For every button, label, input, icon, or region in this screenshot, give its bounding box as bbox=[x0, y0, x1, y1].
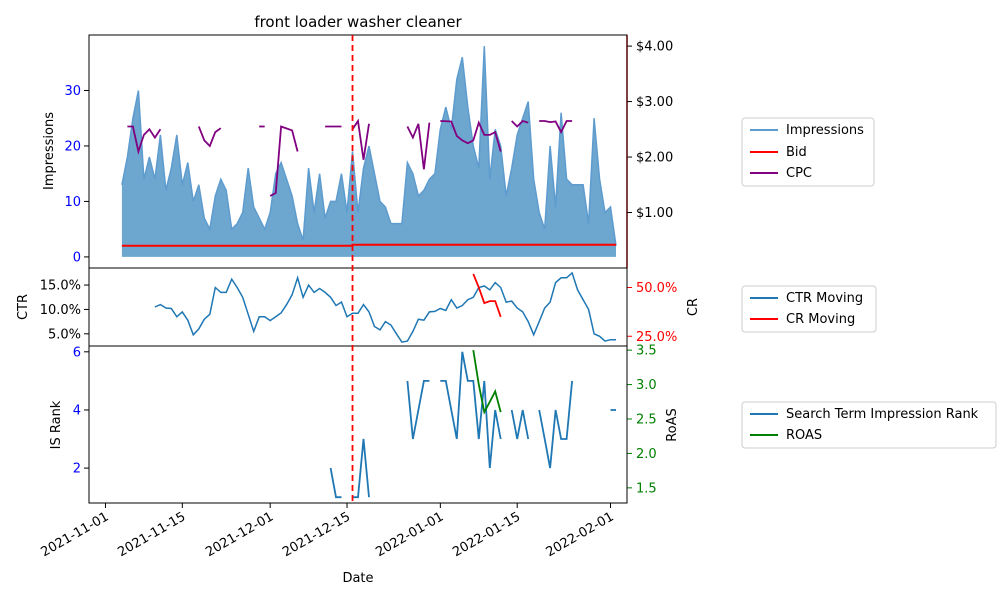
impressions-axis-label: Impressions bbox=[42, 112, 57, 190]
roas-tick-label-0: 1.5 bbox=[636, 481, 657, 496]
legend-cr-label: CR Moving bbox=[786, 312, 855, 327]
roas-line bbox=[472, 349, 502, 415]
impressions-line bbox=[121, 46, 617, 246]
bid-line bbox=[121, 243, 616, 247]
impressions-tick-label-1: 10 bbox=[64, 195, 81, 210]
date-tick-label-0: 2021-11-01 bbox=[39, 509, 112, 560]
legend-cpc-label: CPC bbox=[786, 166, 812, 181]
cr-axis-label: CR bbox=[686, 298, 701, 316]
roas-tick-label-1: 2.0 bbox=[636, 447, 657, 462]
cpc-axis-ticks: $1.00 $2.00 $3.00 $4.00 bbox=[626, 35, 673, 268]
ctr-tick-label-0: 5.0% bbox=[48, 327, 81, 342]
ctr-axis-ticks: 5.0% 10.0% 15.0% bbox=[40, 279, 89, 342]
date-tick-label-5: 2022-01-15 bbox=[450, 509, 523, 560]
cr-tick-label-0: 25.0% bbox=[636, 330, 677, 345]
rank-line-segment-2 bbox=[406, 380, 430, 440]
date-tick-label-6: 2022-02-01 bbox=[544, 509, 617, 560]
top-series-lines bbox=[121, 118, 616, 247]
rank-tick-label-2: 6 bbox=[73, 345, 81, 360]
roas-tick-label-4: 3.5 bbox=[636, 344, 657, 359]
ctr-tick-label-1: 10.0% bbox=[40, 303, 81, 318]
panel-bottom: 2 4 6 1.5 2.0 2.5 3.0 3.5 IS Rank RoAS bbox=[49, 344, 680, 504]
cr-tick-label-1: 50.0% bbox=[636, 281, 677, 296]
cr-line bbox=[472, 273, 502, 318]
legend-rank-label: Search Term Impression Rank bbox=[786, 407, 979, 422]
rank-line-segment-0 bbox=[329, 467, 342, 499]
cpc-line-segment-5 bbox=[351, 118, 370, 160]
rank-axis-ticks: 2 4 6 bbox=[73, 345, 89, 477]
cpc-tick-label-2: $3.00 bbox=[636, 95, 673, 110]
roas-axis-label: RoAS bbox=[665, 408, 680, 442]
panel-middle: 5.0% 10.0% 15.0% 25.0% 50.0% CTR CR bbox=[16, 267, 701, 347]
bottom-panel-frame bbox=[88, 345, 628, 504]
impressions-tick-label-2: 20 bbox=[64, 139, 81, 154]
cr-axis-ticks: 25.0% 50.0% bbox=[627, 281, 677, 345]
chart-title: front loader washer cleaner bbox=[254, 13, 462, 31]
cpc-line-segment-3 bbox=[269, 125, 299, 197]
cpc-tick-label-1: $2.00 bbox=[636, 151, 673, 166]
date-tick-label-1: 2021-11-15 bbox=[115, 509, 188, 560]
legend-bottom: Search Term Impression Rank ROAS bbox=[741, 401, 997, 449]
cpc-line-segment-8 bbox=[511, 119, 529, 128]
impressions-tick-label-3: 30 bbox=[64, 84, 81, 99]
rank-line-segment-1 bbox=[352, 438, 370, 499]
impressions-axis-ticks: 0 10 20 30 bbox=[64, 84, 89, 265]
rank-axis-label: IS Rank bbox=[49, 400, 64, 449]
cpc-tick-label-0: $1.00 bbox=[636, 206, 673, 221]
roas-tick-label-2: 2.5 bbox=[636, 412, 657, 427]
legend-top: Impressions Bid CPC bbox=[741, 117, 875, 187]
legend-top-box bbox=[741, 117, 875, 187]
date-axis-label: Date bbox=[342, 571, 373, 586]
cpc-line-segment-1 bbox=[197, 126, 222, 148]
bottom-series-lines bbox=[329, 349, 616, 499]
panel-top: 0 10 20 30 $1.00 $2.00 $3.00 $4.00 front loade… bbox=[42, 13, 673, 269]
impressions-area bbox=[121, 46, 617, 257]
rank-line-segment-4 bbox=[510, 409, 530, 440]
cpc-tick-label-3: $4.00 bbox=[636, 40, 673, 55]
impressions-tick-label-0: 0 bbox=[73, 250, 81, 265]
legend-roas-label: ROAS bbox=[786, 428, 822, 443]
legend-impressions-label: Impressions bbox=[786, 123, 864, 138]
impressions-fill bbox=[121, 46, 617, 257]
ctr-axis-label: CTR bbox=[16, 294, 31, 320]
cpc-line-segment-7 bbox=[440, 120, 502, 152]
rank-line-segment-3 bbox=[440, 351, 502, 469]
legend-middle: CTR Moving CR Moving bbox=[741, 285, 877, 333]
ctr-line bbox=[154, 271, 616, 343]
rank-tick-label-0: 2 bbox=[73, 462, 81, 477]
date-tick-label-4: 2022-01-01 bbox=[373, 509, 446, 560]
legend-ctr-label: CTR Moving bbox=[786, 291, 863, 306]
date-tick-label-2: 2021-12-01 bbox=[203, 509, 276, 560]
cpc-line-segment-0 bbox=[127, 125, 162, 155]
date-axis-ticks: 2021-11-01 2021-11-15 2021-12-01 2021-12-15… bbox=[39, 503, 617, 560]
cpc-line-segment-6 bbox=[406, 122, 431, 170]
legend-bottom-box bbox=[741, 401, 997, 449]
roas-axis-ticks: 1.5 2.0 2.5 3.0 3.5 bbox=[627, 344, 657, 496]
rank-line-segment-5 bbox=[538, 380, 573, 469]
middle-series-lines bbox=[154, 271, 616, 343]
legend-bid-label: Bid bbox=[786, 145, 807, 160]
date-tick-label-3: 2021-12-15 bbox=[280, 509, 353, 560]
roas-tick-label-3: 3.0 bbox=[636, 378, 657, 393]
ctr-tick-label-2: 15.0% bbox=[40, 279, 81, 294]
rank-tick-label-1: 4 bbox=[73, 403, 81, 418]
cpc-line-segment-9 bbox=[539, 120, 573, 135]
